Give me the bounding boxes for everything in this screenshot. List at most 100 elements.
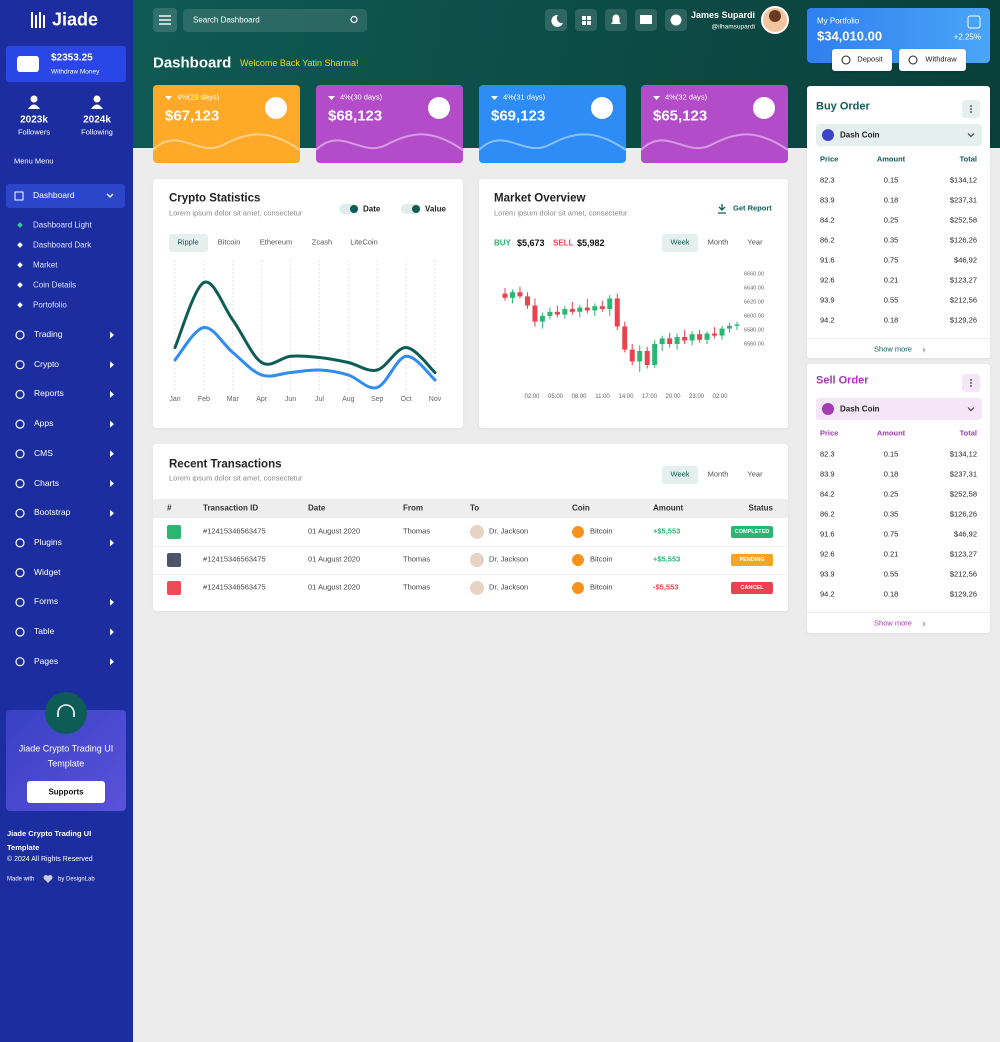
panel-subtitle: Lorem ipsum dolor sit amet, consectetur — [169, 473, 303, 483]
user-handle: @ilhamsupardi — [711, 23, 755, 31]
tab[interactable]: Bitcoin — [217, 237, 241, 247]
order-cell: $237,31 — [949, 195, 977, 205]
transaction-to: Dr. Jackson — [489, 526, 529, 536]
menu-item[interactable]: Pages — [34, 655, 59, 666]
coin-select[interactable] — [816, 398, 982, 420]
menu-item[interactable]: Apps — [34, 418, 54, 429]
transaction-date: 01 August 2020 — [308, 526, 361, 536]
order-cell: $212,56 — [949, 295, 977, 305]
deposit-button[interactable] — [832, 49, 892, 71]
welcome-text: Welcome Back Yatin Sharma! — [240, 57, 359, 68]
portfolio-label: My Portfolio — [817, 16, 860, 26]
toggle[interactable] — [401, 204, 421, 214]
show-more-link[interactable]: Show more — [874, 344, 912, 354]
portfolio-value: $34,010.00 — [817, 28, 883, 44]
transaction-amount: +$5,553 — [653, 526, 681, 536]
header-icon-button[interactable] — [665, 9, 687, 31]
tab[interactable]: Month — [707, 237, 729, 247]
order-cell: 0.25 — [883, 215, 899, 225]
order-cell: 0.21 — [883, 275, 899, 285]
tab[interactable]: Month — [707, 469, 729, 479]
tab[interactable]: Week — [670, 469, 690, 479]
tab[interactable]: Week — [670, 237, 690, 247]
transaction-from: Thomas — [403, 526, 431, 536]
order-cell: 82.3 — [820, 449, 835, 459]
submenu-item[interactable]: Dashboard Dark — [33, 240, 92, 250]
menu-item[interactable]: Reports — [34, 388, 64, 399]
column-header: To — [470, 503, 480, 513]
coin-select-label[interactable]: Dash Coin — [840, 404, 880, 414]
header-icon-button[interactable] — [605, 9, 627, 31]
tab[interactable]: LiteCoin — [350, 237, 378, 247]
toggle-label: Value — [425, 204, 446, 214]
search-box[interactable] — [183, 9, 367, 32]
more-button[interactable] — [962, 374, 980, 392]
submenu-item[interactable]: Coin Details — [33, 280, 77, 290]
search-placeholder[interactable]: Search Dashboard — [193, 15, 260, 25]
header-icon-button[interactable] — [575, 9, 597, 31]
sell-price: $5,982 — [577, 237, 605, 248]
support-button-label[interactable]: Supports — [48, 787, 84, 797]
menu-item[interactable]: Table — [34, 626, 55, 637]
divider — [807, 612, 990, 613]
order-cell: 91.6 — [820, 255, 835, 265]
menu-item[interactable]: Bootstrap — [34, 507, 71, 518]
menu-button[interactable] — [153, 8, 177, 32]
order-cell: 0.75 — [883, 255, 899, 265]
header-icon-button[interactable] — [635, 9, 657, 31]
submenu-item[interactable]: Portofolio — [33, 300, 67, 310]
menu-item[interactable]: Widget — [34, 566, 61, 577]
header-icon-button[interactable] — [545, 9, 567, 31]
submenu-item[interactable]: Market — [33, 260, 58, 270]
menu-item[interactable]: Plugins — [34, 537, 62, 548]
order-cell: 0.18 — [883, 195, 899, 205]
withdraw-button[interactable] — [899, 49, 966, 71]
footer-made-with: Made with — [7, 876, 35, 883]
buy-label: BUY — [494, 238, 511, 248]
toggle[interactable] — [339, 204, 359, 214]
get-report-link[interactable]: Get Report — [733, 203, 772, 213]
order-cell: $46,92 — [954, 255, 977, 265]
tab[interactable]: Zcash — [311, 237, 333, 247]
buy-price: $5,673 — [517, 237, 545, 248]
column-header: Total — [959, 154, 977, 164]
coin-select-label[interactable]: Dash Coin — [840, 130, 880, 140]
stat-label: Following — [81, 127, 113, 137]
menu-item[interactable]: CMS — [34, 447, 53, 458]
user-name: James Supardi — [690, 9, 755, 20]
order-cell: 83.9 — [820, 469, 835, 479]
panel-title: Recent Transactions — [169, 458, 282, 471]
order-cell: 86.2 — [820, 235, 835, 245]
tab-active[interactable] — [662, 234, 698, 252]
show-more-link[interactable]: Show more — [874, 618, 912, 628]
row-divider — [153, 574, 788, 575]
support-button[interactable] — [27, 781, 105, 803]
menu-item[interactable]: Crypto — [34, 358, 60, 369]
withdraw-label[interactable]: Withdraw — [925, 54, 957, 64]
coin-select[interactable] — [816, 124, 982, 146]
menu-item[interactable]: Dashboard — [33, 190, 75, 201]
card-change: 4%(29 days) — [177, 92, 220, 102]
tab-active[interactable] — [662, 466, 698, 484]
tab[interactable]: Year — [747, 237, 763, 247]
order-cell: 93.9 — [820, 295, 835, 305]
more-button[interactable] — [962, 100, 980, 118]
menu-item[interactable]: Charts — [34, 477, 60, 488]
order-cell: 0.55 — [883, 295, 899, 305]
column-header: Coin — [572, 503, 590, 513]
sell-label: SELL — [553, 238, 574, 248]
submenu-item[interactable]: Dashboard Light — [33, 220, 92, 230]
card-change: 4%(30 days) — [340, 92, 383, 102]
deposit-label[interactable]: Deposit — [857, 54, 883, 64]
order-cell: $212,56 — [949, 569, 977, 579]
tab[interactable]: Year — [747, 469, 763, 479]
order-cell: 0.18 — [883, 589, 899, 599]
tab-active[interactable] — [169, 234, 208, 252]
menu-item[interactable]: Trading — [34, 329, 63, 340]
menu-item[interactable]: Forms — [34, 596, 59, 607]
tab[interactable]: Ethereum — [259, 237, 293, 247]
order-cell: $46,92 — [954, 529, 977, 539]
tab[interactable]: Ripple — [177, 237, 199, 247]
active-menu-item[interactable] — [6, 184, 125, 208]
order-cell: 94.2 — [820, 315, 835, 325]
